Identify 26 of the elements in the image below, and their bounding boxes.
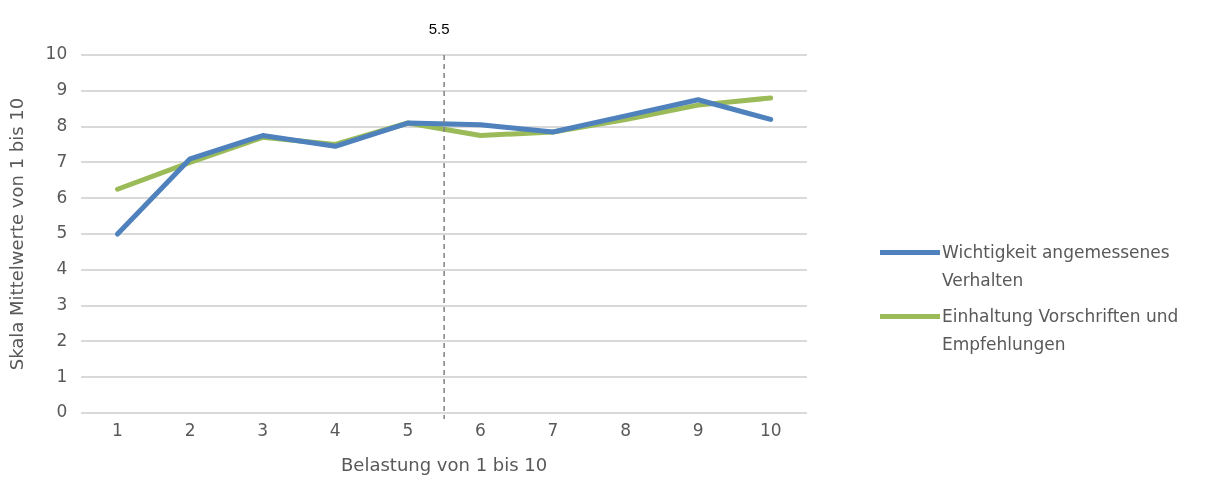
y-tick-label: 7	[56, 150, 68, 171]
x-tick-label: 9	[692, 419, 704, 440]
y-tick-label: 6	[56, 186, 68, 207]
y-tick-label: 10	[45, 43, 68, 64]
x-tick-label: 4	[329, 419, 341, 440]
x-tick-label: 5	[402, 419, 414, 440]
y-tick-label: 0	[56, 401, 68, 422]
x-tick-label: 10	[759, 419, 782, 440]
x-tick-label: 1	[112, 419, 123, 440]
x-tick-label: 7	[547, 419, 559, 440]
legend-label: Einhaltung Vorschriften und Empfehlungen	[942, 305, 1180, 356]
y-tick-label: 2	[56, 329, 68, 350]
x-axis-title: Belastung von 1 bis 10	[340, 453, 548, 475]
x-tick-label: 2	[184, 419, 196, 440]
y-tick-label: 9	[56, 79, 68, 100]
y-tick-label: 3	[56, 294, 68, 315]
y-tick-label: 5	[56, 222, 68, 243]
x-tick-label: 3	[257, 419, 269, 440]
legend-label: Wichtigkeit angemessenes Verhalten	[942, 241, 1171, 292]
y-axis-title: Skala Mittelwerte von 1 bis 10	[6, 97, 28, 371]
y-tick-label: 1	[56, 365, 68, 386]
y-tick-label: 8	[56, 115, 68, 136]
x-tick-label: 6	[474, 419, 486, 440]
x-tick-label: 8	[620, 419, 631, 440]
ref-line-label: 5.5	[428, 20, 450, 38]
y-tick-label: 4	[56, 258, 68, 279]
